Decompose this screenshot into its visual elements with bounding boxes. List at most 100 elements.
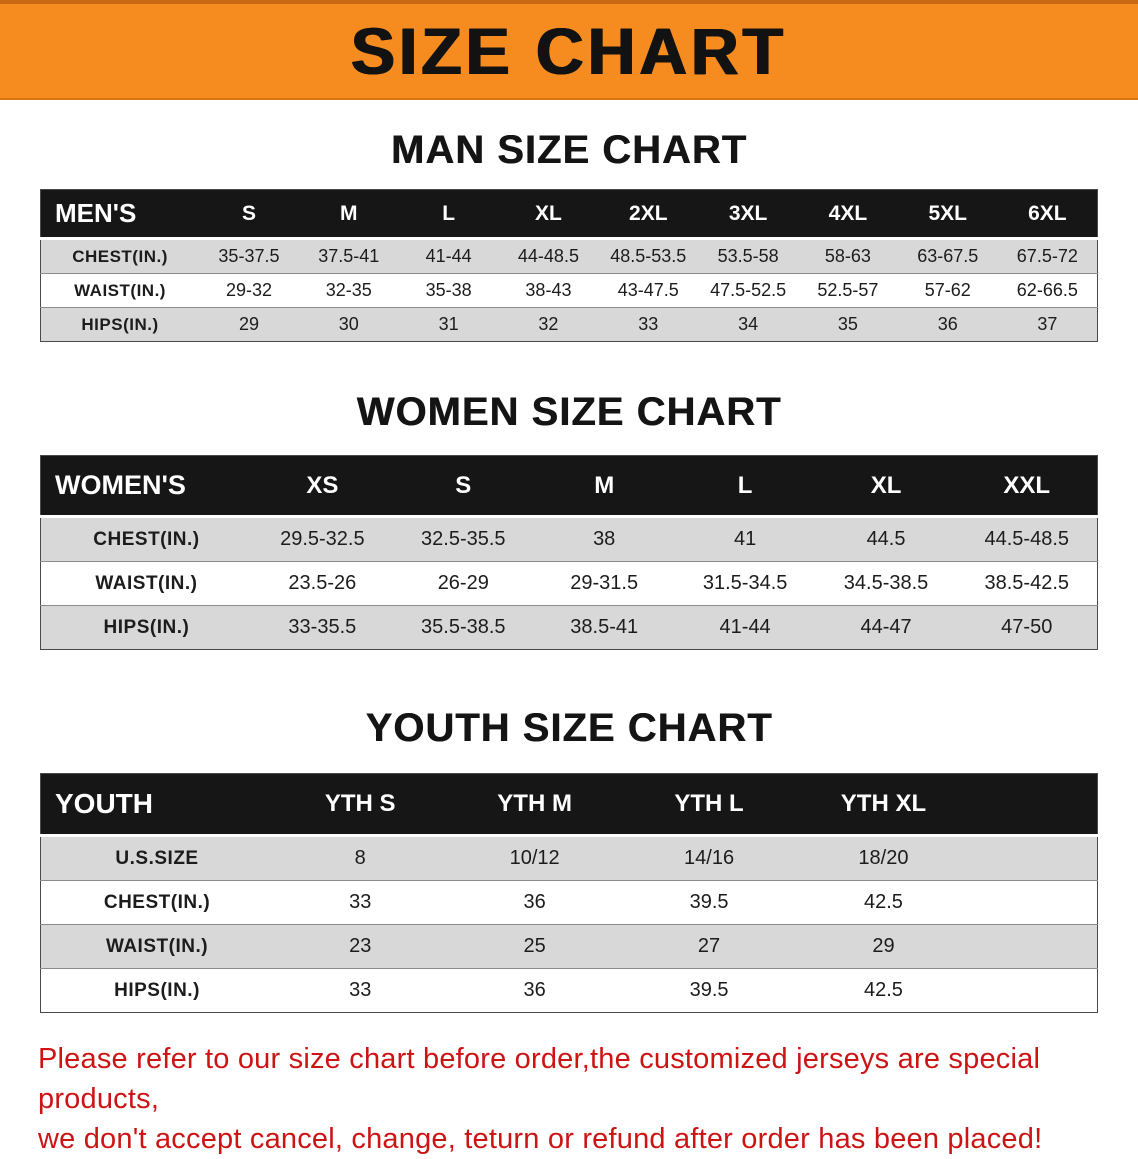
men-cell-waist-in-2xl: 43-47.5 [598,273,699,308]
men-row-chest-in: CHEST(IN.) 35-37.5 37.5-41 41-44 44-48.5 48.5… [40,238,1098,274]
men-cell-chest-in-m: 37.5-41 [298,238,399,274]
men-cell-hips-in-3xl: 34 [698,307,799,342]
youth-row-label: U.S.SIZE [40,835,274,881]
men-section-heading: MAN SIZE CHART [390,128,748,172]
women-row-waist-in: WAIST(IN.) 23.5-26 26-29 29-31.5 31.5-34.5 34… [40,561,1098,606]
disclaimer-note: Please refer to our size chart before or… [38,1039,1120,1159]
youth-cell-hips-in-yth-s: 33 [273,968,448,1013]
men-header-xl: XL [498,189,599,240]
women-row-hips-in: HIPS(IN.) 33-35.5 35.5-38.5 38.5-41 41-44 44-… [40,605,1098,650]
women-cell-chest-in-m: 38 [533,516,675,562]
women-row-label: WAIST(IN.) [40,561,252,606]
youth-row-chest-in: CHEST(IN.) 33 36 39.5 42.5 [40,880,1098,925]
youth-row-label: CHEST(IN.) [40,880,274,925]
youth-cell-waist-in-yth-s: 23 [273,924,448,969]
youth-cell-hips-in-yth-xl: 42.5 [796,968,971,1013]
men-row-hips-in: HIPS(IN.) 29 30 31 32 33 34 35 36 37 [40,307,1098,342]
youth-cell-filler [970,880,1098,925]
youth-row-waist-in: WAIST(IN.) 23 25 27 29 [40,924,1098,969]
youth-cell-waist-in-yth-m: 25 [447,924,622,969]
women-header-label: WOMEN'S [40,455,252,518]
women-row-label: HIPS(IN.) [40,605,252,650]
women-header-xl: XL [815,455,957,518]
men-cell-hips-in-m: 30 [298,307,399,342]
men-header-6xl: 6XL [997,189,1098,240]
men-header-label: MEN'S [40,189,200,240]
disclaimer-line-1: Please refer to our size chart before or… [38,1043,1041,1115]
women-cell-chest-in-xxl: 44.5-48.5 [956,516,1098,562]
youth-cell-u-s-size-yth-s: 8 [273,835,448,881]
youth-size-section: YOUTH SIZE CHART YOUTH YTH S YTH M YTH L YTH… [0,706,1138,1013]
men-row-label: CHEST(IN.) [40,238,200,274]
youth-cell-hips-in-yth-l: 39.5 [621,968,797,1013]
youth-header-yth-m: YTH M [447,773,622,837]
youth-row-label: HIPS(IN.) [40,968,274,1013]
men-row-label: HIPS(IN.) [40,307,200,342]
women-cell-waist-in-s: 26-29 [392,561,534,606]
women-cell-chest-in-xs: 29.5-32.5 [251,516,393,562]
women-cell-waist-in-l: 31.5-34.5 [674,561,816,606]
youth-cell-u-s-size-yth-xl: 18/20 [796,835,971,881]
men-header-l: L [398,189,499,240]
women-cell-hips-in-l: 41-44 [674,605,816,650]
women-header-xxl: XXL [956,455,1098,518]
youth-size-table: YOUTH YTH S YTH M YTH L YTH XL U.S.SIZE 8 10/12… [40,773,1098,1013]
youth-row-label: WAIST(IN.) [40,924,274,969]
women-cell-waist-in-xl: 34.5-38.5 [815,561,957,606]
youth-header-yth-xl: YTH XL [796,773,971,837]
youth-cell-chest-in-yth-xl: 42.5 [796,880,971,925]
men-cell-hips-in-5xl: 36 [897,307,998,342]
banner: SIZE CHART [0,0,1138,100]
women-cell-waist-in-xxl: 38.5-42.5 [956,561,1098,606]
men-cell-chest-in-5xl: 63-67.5 [897,238,998,274]
women-cell-hips-in-s: 35.5-38.5 [392,605,534,650]
men-cell-hips-in-2xl: 33 [598,307,699,342]
men-header-s: S [199,189,299,240]
men-row-label: WAIST(IN.) [40,273,200,308]
men-cell-waist-in-xl: 38-43 [498,273,599,308]
men-cell-hips-in-4xl: 35 [798,307,898,342]
men-cell-waist-in-6xl: 62-66.5 [997,273,1098,308]
men-cell-chest-in-3xl: 53.5-58 [698,238,799,274]
youth-cell-waist-in-yth-xl: 29 [796,924,971,969]
women-cell-chest-in-s: 32.5-35.5 [392,516,534,562]
women-header-row: WOMEN'S XS S M L XL XXL [40,455,1098,518]
youth-header-yth-s: YTH S [273,773,448,837]
men-cell-hips-in-l: 31 [398,307,499,342]
women-cell-hips-in-xs: 33-35.5 [251,605,393,650]
women-row-label: CHEST(IN.) [40,516,252,562]
youth-cell-u-s-size-yth-m: 10/12 [447,835,622,881]
youth-header-row: YOUTH YTH S YTH M YTH L YTH XL [40,773,1098,837]
men-row-waist-in: WAIST(IN.) 29-32 32-35 35-38 38-43 43-47.5 47.… [40,273,1098,308]
disclaimer-line-2: we don't accept cancel, change, teturn o… [38,1123,1043,1155]
youth-header-filler [970,773,1098,837]
women-size-section: WOMEN SIZE CHART WOMEN'S XS S M L XL XXL CHEST(… [0,390,1138,650]
men-cell-waist-in-l: 35-38 [398,273,499,308]
women-cell-waist-in-xs: 23.5-26 [251,561,393,606]
men-header-4xl: 4XL [798,189,898,240]
youth-section-heading: YOUTH SIZE CHART [365,706,773,750]
women-cell-hips-in-xl: 44-47 [815,605,957,650]
men-cell-chest-in-2xl: 48.5-53.5 [598,238,699,274]
women-cell-chest-in-l: 41 [674,516,816,562]
women-header-m: M [533,455,675,518]
women-header-xs: XS [251,455,393,518]
women-header-s: S [392,455,534,518]
men-cell-chest-in-s: 35-37.5 [199,238,299,274]
men-header-m: M [298,189,399,240]
men-cell-hips-in-xl: 32 [498,307,599,342]
women-cell-hips-in-m: 38.5-41 [533,605,675,650]
men-cell-waist-in-5xl: 57-62 [897,273,998,308]
women-section-heading: WOMEN SIZE CHART [356,390,782,434]
men-cell-waist-in-s: 29-32 [199,273,299,308]
youth-cell-chest-in-yth-s: 33 [273,880,448,925]
men-cell-chest-in-4xl: 58-63 [798,238,898,274]
men-cell-waist-in-3xl: 47.5-52.5 [698,273,799,308]
men-cell-hips-in-s: 29 [199,307,299,342]
men-cell-chest-in-l: 41-44 [398,238,499,274]
youth-header-label: YOUTH [40,773,274,837]
youth-cell-waist-in-yth-l: 27 [621,924,797,969]
men-size-section: MAN SIZE CHART MEN'S S M L XL 2XL 3XL 4XL 5XL 6XL… [0,128,1138,342]
men-header-2xl: 2XL [598,189,699,240]
youth-cell-u-s-size-yth-l: 14/16 [621,835,797,881]
